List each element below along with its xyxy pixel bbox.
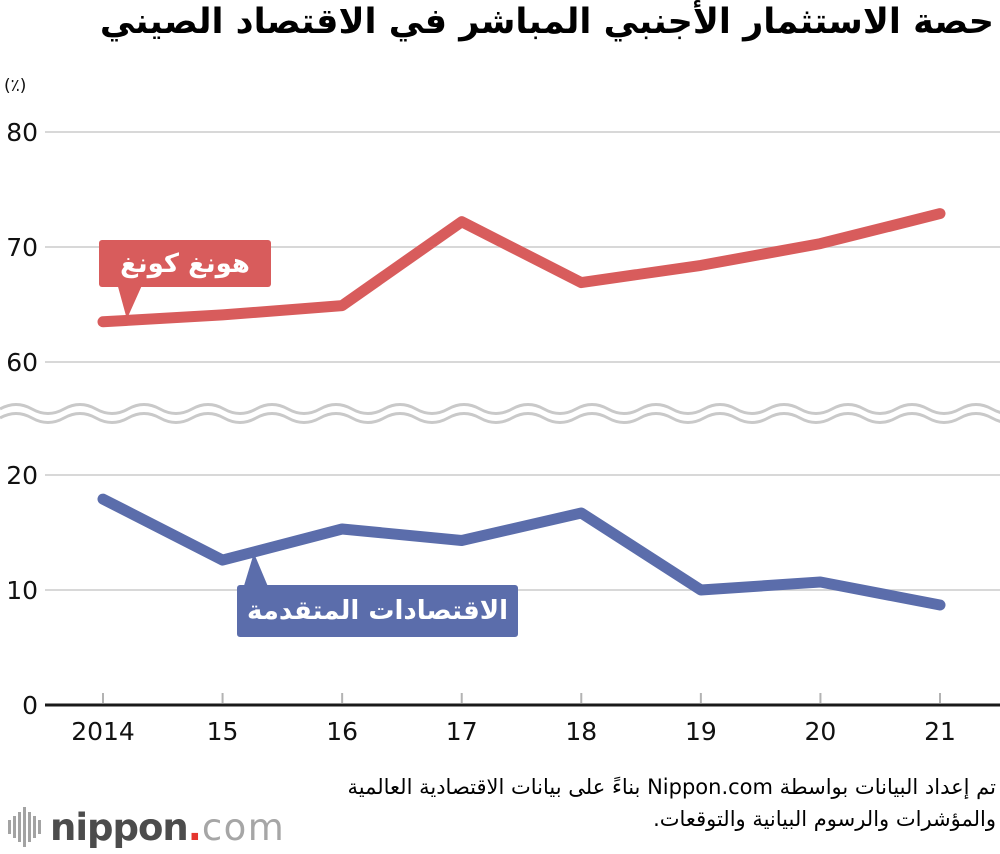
x-axis-tick-label: 15 — [207, 717, 239, 746]
source-note: تم إعداد البيانات بواسطة Nippon.com بناء… — [0, 771, 996, 835]
series-label-advanced-economies: الاقتصادات المتقدمة — [237, 585, 518, 637]
axis-break-wave — [0, 412, 1000, 424]
x-axis-tick-label: 20 — [805, 717, 837, 746]
soundwave-bars-icon — [8, 807, 41, 847]
y-axis-tick-label: 10 — [6, 576, 38, 605]
y-axis-unit-label: (٪) — [4, 76, 27, 96]
page-title: حصة الاستثمار الأجنبي المباشر في الاقتصا… — [99, 2, 994, 42]
axis-break-wave — [0, 403, 1000, 415]
x-axis-tick-label: 18 — [565, 717, 597, 746]
x-axis-tick-label: 19 — [685, 717, 717, 746]
y-axis-tick-label: 0 — [22, 691, 38, 720]
y-axis-tick-label: 80 — [6, 118, 38, 147]
x-axis-tick-label: 16 — [326, 717, 358, 746]
x-axis-tick-label: 17 — [446, 717, 478, 746]
y-axis-tick-label: 70 — [6, 233, 38, 262]
series-label-hong-kong: هونغ كونغ — [99, 240, 271, 287]
source-note-line1: تم إعداد البيانات بواسطة Nippon.com بناء… — [347, 775, 996, 799]
source-note-line2: والمؤشرات والرسوم البيانية والتوقعات. — [653, 807, 996, 831]
x-axis-tick-label: 2014 — [71, 717, 135, 746]
logo-red-dot: . — [187, 805, 202, 849]
y-axis-tick-label: 60 — [6, 348, 38, 377]
series-line-0 — [97, 208, 946, 328]
nippon-logo: nippon. com — [8, 800, 285, 854]
logo-text-com: com — [201, 805, 286, 849]
logo-text-nippon: nippon — [50, 805, 189, 849]
series-line-1 — [97, 493, 946, 611]
y-axis-tick-label: 20 — [6, 461, 38, 490]
x-axis-tick-label: 21 — [924, 717, 956, 746]
